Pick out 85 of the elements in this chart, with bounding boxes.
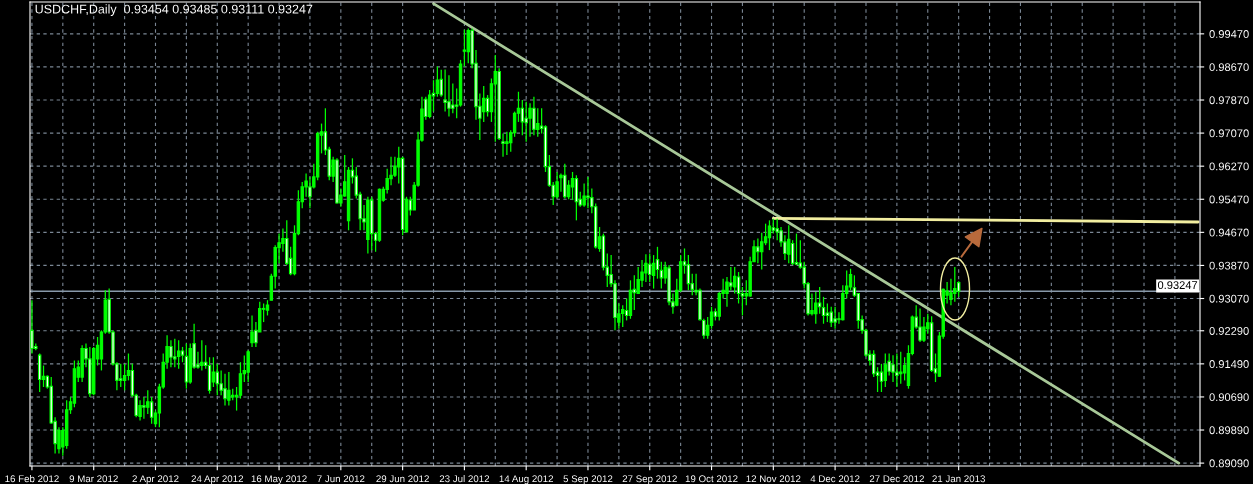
candlestick: [879, 363, 884, 393]
x-tick-label: 4 Dec 2012: [810, 475, 860, 483]
candlestick: [648, 252, 652, 283]
candlestick: [563, 163, 567, 200]
candlestick: [238, 361, 243, 400]
x-tick-label: 19 Oct 2012: [685, 475, 738, 483]
candlestick: [729, 266, 733, 291]
candlestick: [227, 371, 231, 407]
x-tick-label: 23 Jul 2012: [439, 475, 490, 483]
y-tick-label: 0.92290: [1209, 327, 1249, 335]
candlestick: [520, 99, 525, 136]
candlestick: [891, 354, 895, 383]
ref-line-label: 0.93247: [1157, 281, 1198, 289]
y-tick-label: 0.99470: [1209, 30, 1249, 38]
candlestick: [899, 351, 903, 385]
y-tick-label: 0.91490: [1209, 360, 1249, 368]
candlestick: [883, 352, 888, 388]
candlestick: [211, 356, 216, 388]
candlestick: [732, 266, 737, 295]
y-tick-label: 0.93870: [1209, 261, 1249, 270]
candlestick: [814, 291, 818, 325]
x-tick-label: 27 Dec 2012: [869, 475, 924, 483]
candlestick: [119, 363, 123, 388]
candlestick: [176, 339, 181, 370]
candlestick: [431, 79, 436, 113]
candlestick: [833, 306, 837, 330]
y-tick-label: 0.97070: [1209, 129, 1249, 138]
x-tick-label: 29 Jun 2012: [376, 475, 429, 483]
candlestick: [528, 102, 532, 138]
x-tick-label: 21 Jan 2013: [932, 475, 985, 483]
y-tick-label: 0.93070: [1209, 294, 1249, 303]
x-tick-label: 14 Aug 2012: [499, 475, 554, 484]
x-tick-label: 24 Apr 2012: [191, 475, 244, 484]
candlestick: [532, 96, 536, 136]
candlestick: [462, 29, 467, 68]
candlestick: [953, 266, 957, 303]
candlestick: [756, 237, 760, 264]
candlestick: [200, 339, 204, 372]
candlestick: [451, 82, 455, 114]
y-tick-label: 0.98670: [1209, 63, 1249, 72]
x-tick-label: 2 Apr 2012: [132, 475, 179, 484]
candlestick: [586, 176, 590, 209]
candlestick: [169, 339, 173, 368]
candlestick: [922, 316, 926, 343]
candlestick: [895, 352, 899, 388]
x-tick-label: 16 May 2012: [251, 475, 307, 484]
candlestick: [173, 338, 177, 368]
y-tick-label: 0.94670: [1209, 228, 1249, 237]
y-tick-label: 0.97870: [1209, 96, 1249, 105]
candlestick: [794, 232, 799, 266]
y-tick-label: 0.95470: [1209, 195, 1249, 204]
x-tick-label: 7 Jun 2012: [317, 475, 365, 483]
y-tick-label: 0.90690: [1209, 393, 1249, 402]
x-tick-label: 5 Sep 2012: [563, 475, 613, 484]
y-tick-label: 0.89890: [1209, 426, 1249, 435]
x-tick-label: 12 Nov 2012: [746, 475, 801, 483]
x-tick-label: 16 Feb 2012: [5, 475, 59, 483]
candlestick: [246, 349, 250, 383]
candlestick: [149, 396, 154, 425]
candlestick: [918, 307, 922, 343]
candlestick: [122, 363, 127, 391]
candlestick: [644, 253, 648, 283]
candlestick: [817, 286, 822, 315]
x-tick-label: 27 Sep 2012: [622, 475, 677, 484]
candlestick: [223, 373, 227, 407]
candlestick: [570, 171, 575, 201]
candlestick: [505, 131, 509, 156]
candlestick: [536, 107, 540, 138]
candlestick: [466, 27, 470, 64]
candlestick: [902, 356, 907, 382]
y-tick-label: 0.89090: [1209, 459, 1249, 468]
candlestick: [142, 396, 146, 420]
y-tick-label: 0.96270: [1209, 162, 1249, 171]
candlestick: [787, 224, 791, 264]
candlestick: [825, 302, 830, 323]
candlestick: [250, 314, 254, 348]
candlestick: [821, 296, 826, 325]
x-tick-label: 9 Mar 2012: [69, 475, 118, 483]
candlestick: [443, 68, 447, 113]
candlestick: [524, 101, 528, 143]
candlestick: [427, 89, 432, 119]
chart-title: USDCHF,Daily 0.93454 0.93485 0.93111 0.93247: [35, 4, 313, 16]
candlestick: [736, 271, 741, 305]
candlestick: [146, 389, 150, 415]
candlestick: [829, 306, 833, 328]
